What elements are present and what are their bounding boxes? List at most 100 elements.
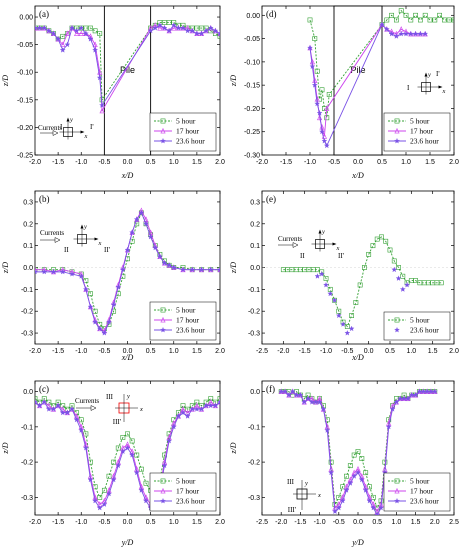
data-point [78, 417, 84, 423]
data-point [99, 102, 105, 108]
data-point [207, 402, 214, 409]
data-point [340, 321, 346, 327]
data-point [129, 452, 136, 458]
y-tick-label: -0.2 [21, 460, 33, 467]
data-point [166, 20, 172, 25]
data-point [115, 462, 122, 469]
axis-y-symbol: y [83, 224, 87, 231]
data-point [175, 413, 182, 419]
x-tick-label: 2.0 [215, 348, 225, 355]
x-tick-label: -1.0 [75, 519, 87, 526]
x-tick-label: -1.5 [280, 159, 292, 166]
data-point [349, 313, 354, 318]
y-tick-label: -0.1 [21, 424, 33, 431]
data-point [348, 325, 355, 332]
legend-entry: 23.6 hour [176, 326, 205, 335]
y-axis-label: z/D [229, 442, 238, 454]
x-tick-label: -1.0 [75, 159, 87, 166]
y-tick-label: -0.1 [248, 287, 260, 294]
axis-x-symbol: x [336, 245, 340, 252]
data-point [110, 301, 117, 308]
data-point [353, 300, 359, 305]
data-point [129, 229, 136, 235]
data-point [400, 273, 406, 279]
data-point [412, 30, 419, 37]
data-point [324, 427, 331, 433]
data-point [92, 28, 98, 34]
data-point [69, 406, 75, 412]
data-point [111, 459, 117, 465]
axis-x-symbol: x [139, 406, 143, 413]
series-line [35, 398, 220, 499]
data-point [297, 392, 304, 398]
currents-label: Currents [40, 229, 64, 237]
data-point [73, 416, 80, 423]
x-tick-label: -2.0 [29, 159, 41, 166]
x-tick-label: 1.0 [169, 159, 179, 166]
data-point [110, 476, 117, 483]
legend-marker [160, 478, 166, 484]
chart-panel-e: -2.5 -2.0 -1.5 -1.0 -0.5 0.0 0.5 1.0 1.5 2.0 0.3 0.… [229, 190, 459, 362]
data-point [286, 392, 292, 398]
x-tick-label: 0.5 [372, 519, 382, 526]
series-23-6-hour [307, 21, 429, 149]
data-point [391, 266, 398, 273]
data-point [217, 399, 220, 405]
y-tick-label: 0.1 [250, 243, 260, 250]
x-tick-label: 1.0 [392, 519, 402, 526]
data-point [193, 30, 200, 37]
legend-entry: 23.6 hour [410, 326, 439, 335]
legend-marker [160, 326, 166, 333]
y-tick-label: -0.10 [244, 59, 260, 66]
data-point [156, 253, 163, 260]
x-arrowhead-icon [438, 85, 443, 89]
data-point [74, 30, 80, 36]
data-point [175, 25, 182, 31]
data-point [60, 403, 66, 409]
legend-marker [160, 307, 166, 313]
y-axis-label: z/D [1, 442, 10, 454]
data-point [50, 30, 57, 37]
x-tick-label: 2.0 [215, 159, 225, 166]
data-point [64, 41, 71, 48]
legend-marker [394, 478, 400, 484]
y-tick-label: -0.30 [244, 153, 260, 160]
data-point [36, 25, 43, 31]
data-point [129, 438, 135, 444]
y-tick-label: -0.20 [244, 106, 260, 113]
legend-entry: 5 hour [410, 477, 430, 486]
x-tick-label: 1.5 [428, 348, 438, 355]
data-point [324, 115, 330, 121]
y-tick-label: 0.00 [19, 15, 33, 22]
data-point [370, 504, 377, 511]
legend-marker [394, 487, 400, 494]
section-label-start: II [300, 252, 305, 260]
x-tick-label: -2.5 [256, 348, 268, 355]
data-point [389, 406, 396, 412]
currents-arrowhead-icon [52, 130, 59, 136]
data-point [180, 266, 186, 273]
data-point [398, 30, 405, 37]
x-tick-label: -2.5 [256, 519, 268, 526]
data-point [106, 473, 112, 479]
data-point [147, 233, 154, 240]
data-point [83, 278, 89, 284]
x-arrowhead-icon [80, 130, 85, 134]
data-point [198, 406, 205, 412]
x-tick-label: 0.5 [146, 159, 156, 166]
data-point [138, 209, 145, 216]
x-tick-label: 0.5 [385, 348, 395, 355]
data-point [119, 266, 126, 273]
legend-entry: 5 hour [176, 117, 196, 126]
data-point [82, 30, 89, 37]
data-point [289, 388, 296, 395]
legend-entry: 5 hour [410, 316, 430, 325]
data-point [403, 30, 409, 37]
x-tick-label: -2.0 [277, 348, 289, 355]
data-point [45, 27, 52, 34]
data-point [379, 21, 385, 28]
x-tick-label: 0.0 [364, 348, 374, 355]
x-tick-label: -0.5 [341, 348, 353, 355]
